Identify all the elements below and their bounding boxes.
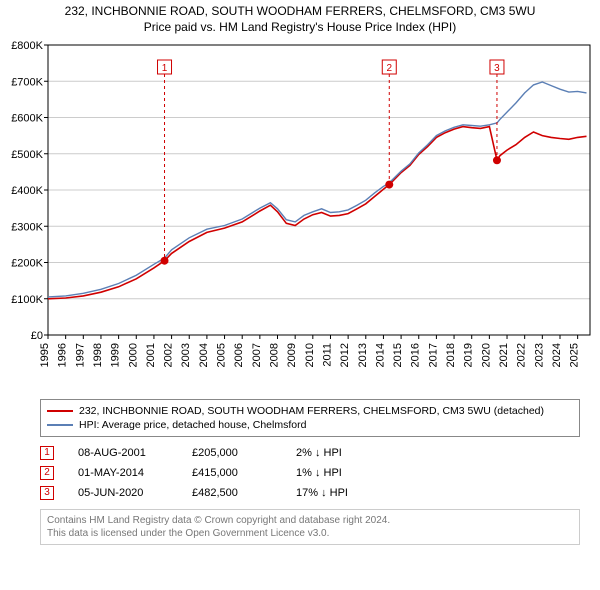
- x-axis-label: 2013: [357, 343, 369, 367]
- marker-table-row: 3 05-JUN-2020 £482,500 17% ↓ HPI: [40, 483, 580, 503]
- y-axis-label: £600K: [11, 113, 43, 125]
- x-axis-label: 1996: [57, 343, 69, 367]
- marker-number: 1: [162, 63, 168, 74]
- y-axis-label: £100K: [11, 294, 43, 306]
- x-axis-label: 2021: [498, 343, 510, 367]
- x-axis-label: 2018: [445, 343, 457, 367]
- y-axis-label: £800K: [11, 40, 43, 52]
- series-property: [48, 127, 587, 299]
- legend-row: HPI: Average price, detached house, Chel…: [47, 418, 573, 432]
- series-hpi: [48, 82, 587, 297]
- x-axis-label: 2009: [286, 343, 298, 367]
- chart-area: £0 £100K £200K £300K £400K £500K £600K £700K £80…: [0, 35, 600, 395]
- legend-box: 232, INCHBONNIE ROAD, SOUTH WOODHAM FERR…: [40, 399, 580, 437]
- marker-table-row: 1 08-AUG-2001 £205,000 2% ↓ HPI: [40, 443, 580, 463]
- x-axis-label: 2024: [551, 343, 563, 367]
- marker-table-price: £205,000: [192, 447, 272, 459]
- x-axis-label: 2015: [392, 343, 404, 367]
- marker-table-date: 05-JUN-2020: [78, 487, 168, 499]
- footer-attribution: Contains HM Land Registry data © Crown c…: [40, 509, 580, 545]
- legend-row: 232, INCHBONNIE ROAD, SOUTH WOODHAM FERR…: [47, 404, 573, 418]
- marker-table-hpi: 17% ↓ HPI: [296, 487, 386, 499]
- marker-table-row: 2 01-MAY-2014 £415,000 1% ↓ HPI: [40, 463, 580, 483]
- legend-swatch: [47, 410, 73, 412]
- y-axis-label: £200K: [11, 258, 43, 270]
- marker-table-hpi: 1% ↓ HPI: [296, 467, 386, 479]
- y-axis-label: £0: [31, 330, 43, 342]
- title-line-2: Price paid vs. HM Land Registry's House …: [0, 20, 600, 36]
- marker-table-date: 01-MAY-2014: [78, 467, 168, 479]
- marker-number: 2: [386, 63, 392, 74]
- marker-table-date: 08-AUG-2001: [78, 447, 168, 459]
- x-axis-label: 2016: [410, 343, 422, 367]
- x-axis-label: 2001: [145, 343, 157, 367]
- marker-table-number: 1: [40, 446, 54, 460]
- x-axis-label: 2020: [480, 343, 492, 367]
- title-line-1: 232, INCHBONNIE ROAD, SOUTH WOODHAM FERR…: [0, 4, 600, 20]
- y-axis-label: £400K: [11, 185, 43, 197]
- footer-line-2: This data is licensed under the Open Gov…: [47, 527, 573, 540]
- x-axis-label: 1998: [92, 343, 104, 367]
- x-axis-label: 2012: [339, 343, 351, 367]
- marker-number: 3: [494, 63, 500, 74]
- x-axis-label: 2010: [304, 343, 316, 367]
- chart-title: 232, INCHBONNIE ROAD, SOUTH WOODHAM FERR…: [0, 0, 600, 35]
- marker-dot: [385, 181, 393, 189]
- marker-table-number: 3: [40, 486, 54, 500]
- x-axis-label: 2006: [233, 343, 245, 367]
- marker-table-number: 2: [40, 466, 54, 480]
- x-axis-label: 2004: [198, 343, 210, 367]
- x-axis-label: 2023: [533, 343, 545, 367]
- x-axis-label: 2014: [374, 343, 386, 367]
- x-axis-label: 2011: [321, 343, 333, 367]
- x-axis-label: 2005: [216, 343, 228, 367]
- x-axis-label: 2008: [269, 343, 281, 367]
- x-axis-label: 2003: [180, 343, 192, 367]
- y-axis-label: £300K: [11, 221, 43, 233]
- x-axis-label: 1997: [74, 343, 86, 367]
- x-axis-label: 2019: [463, 343, 475, 367]
- x-axis-label: 2025: [569, 343, 581, 367]
- legend-label: 232, INCHBONNIE ROAD, SOUTH WOODHAM FERR…: [79, 405, 544, 417]
- x-axis-label: 2000: [127, 343, 139, 367]
- marker-table: 1 08-AUG-2001 £205,000 2% ↓ HPI 2 01-MAY-2014…: [40, 443, 580, 503]
- legend-label: HPI: Average price, detached house, Chel…: [79, 419, 306, 431]
- x-axis-label: 1995: [39, 343, 51, 367]
- marker-table-price: £482,500: [192, 487, 272, 499]
- x-axis-label: 2022: [516, 343, 528, 367]
- legend-swatch: [47, 424, 73, 426]
- marker-table-price: £415,000: [192, 467, 272, 479]
- x-axis-label: 2007: [251, 343, 263, 367]
- x-axis-label: 2017: [427, 343, 439, 367]
- marker-dot: [493, 156, 501, 164]
- line-chart-svg: £0 £100K £200K £300K £400K £500K £600K £700K £80…: [0, 35, 600, 395]
- marker-dot: [161, 257, 169, 265]
- y-axis-label: £700K: [11, 76, 43, 88]
- marker-table-hpi: 2% ↓ HPI: [296, 447, 386, 459]
- footer-line-1: Contains HM Land Registry data © Crown c…: [47, 514, 573, 527]
- x-axis-label: 2002: [163, 343, 175, 367]
- x-axis-label: 1999: [110, 343, 122, 367]
- y-axis-label: £500K: [11, 149, 43, 161]
